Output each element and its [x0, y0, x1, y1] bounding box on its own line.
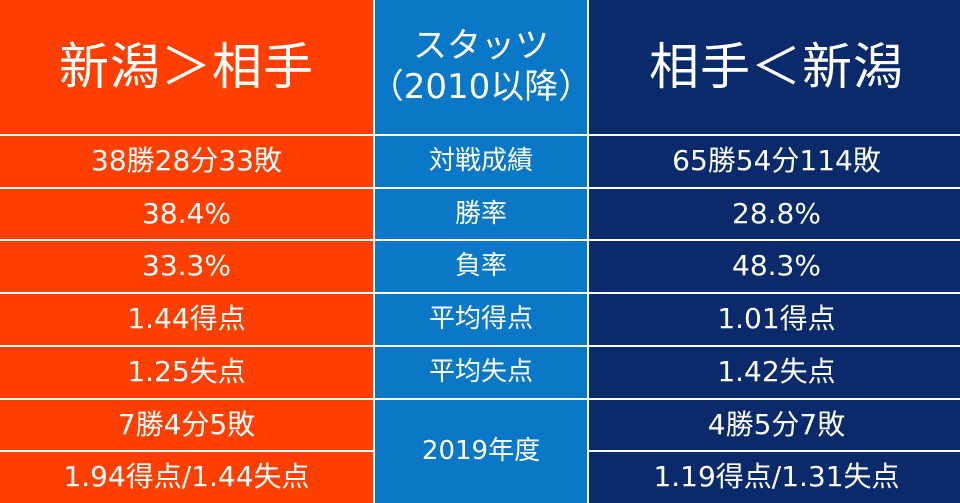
header-left: 新潟＞相手 — [0, 0, 373, 134]
row-2-middle: 勝率 — [375, 188, 587, 240]
row-5-right: 1.42失点 — [589, 346, 960, 398]
row-3-right: 48.3% — [589, 241, 960, 293]
header-middle-line1: スタッツ — [413, 25, 549, 66]
season-left-record: 7勝4分5敗 — [0, 399, 373, 451]
row-3-left: 33.3% — [0, 241, 373, 293]
row-2-left: 38.4% — [0, 188, 373, 240]
row-4-middle: 平均得点 — [375, 294, 587, 345]
season-right-record: 4勝5分7敗 — [589, 399, 960, 451]
row-1-left: 38勝28分33敗 — [0, 136, 373, 187]
row-1-right: 65勝54分114敗 — [589, 136, 960, 187]
row-2-right: 28.8% — [589, 188, 960, 240]
row-4-right: 1.01得点 — [589, 294, 960, 345]
row-1-middle: 対戦成績 — [375, 136, 587, 187]
season-left-goals: 1.94得点/1.44失点 — [0, 452, 373, 503]
header-middle: スタッツ （2010以降） — [375, 0, 587, 134]
season-right-goals: 1.19得点/1.31失点 — [589, 452, 960, 503]
header-right: 相手＜新潟 — [589, 0, 960, 134]
season-middle-label: 2019年度 — [375, 399, 587, 503]
row-5-left: 1.25失点 — [0, 346, 373, 398]
row-5-middle: 平均失点 — [375, 346, 587, 398]
header-middle-line2: （2010以降） — [375, 67, 587, 107]
row-4-left: 1.44得点 — [0, 294, 373, 345]
row-3-middle: 負率 — [375, 241, 587, 293]
